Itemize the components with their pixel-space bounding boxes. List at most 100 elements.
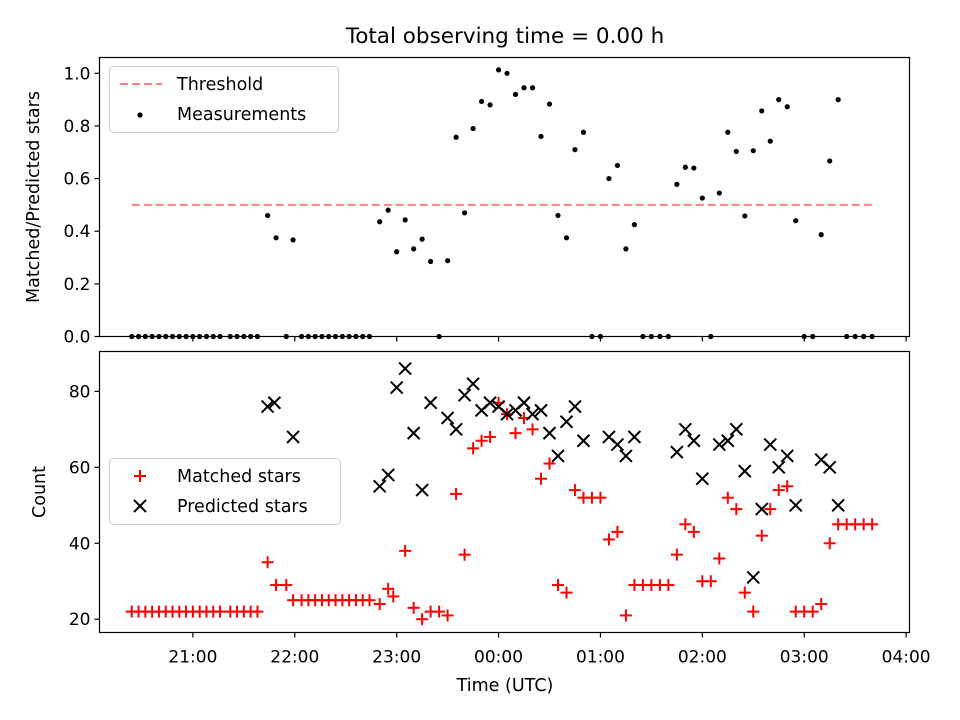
predicted-star-point [687,434,701,448]
predicted-star-point [381,468,395,482]
count-y-tick-label: 20 [69,610,91,630]
matched-star-point [551,579,564,592]
matched-star-point [382,582,395,595]
ratio-y-tick-label: 0.0 [63,328,90,348]
matched-star-point [433,605,446,618]
predicted-star-point [755,502,769,516]
matched-star-point [738,586,751,599]
matched-star-point [509,427,522,440]
count-panel-y-ticks: 20 40 60 80 [69,382,100,630]
matched-star-point [764,503,777,516]
measurement-point [377,219,383,225]
matched-star-point [526,423,539,436]
ratio-panel-x-ticks [192,336,907,342]
matched-star-point [450,487,463,500]
measurement-point [631,222,638,228]
matched-star-point [772,484,785,497]
predicted-star-point [831,498,845,512]
count-panel-frame [98,350,911,634]
matched-star-point [560,586,573,599]
measurement-point [572,147,578,153]
measurement-point [394,249,400,255]
matched-star-point [543,457,556,470]
measurement-point [759,108,765,114]
predicted-star-point [780,449,794,463]
measurement-point [504,70,510,76]
matched-star-point [214,605,227,618]
x-tick-label: 00:00 [474,648,523,668]
measurement-point [290,237,296,243]
matched-star-point [713,552,726,565]
predicted-star-point [678,422,693,437]
ratio-panel-legend: Threshold Measurements [109,66,339,133]
predicted-star-point [260,399,275,414]
measurement-point [419,236,425,242]
matched-star-point [363,594,376,607]
predicted-star-point [483,396,497,410]
threshold-legend-label: Threshold [176,75,263,95]
measurement-point [699,195,705,201]
measurement-point [818,232,824,238]
count-panel-legend: Matched stars Predicted stars [109,458,341,525]
matched-star-point [823,537,836,550]
predicted-stars-legend-label: Predicted stars [177,497,308,517]
predicted-star-point [415,483,429,497]
predicted-star-point [559,415,574,429]
matched-star-point [730,503,743,516]
measurement-point [273,235,279,241]
matched-star-point [721,491,734,504]
measurement-point [529,85,536,91]
predicted-star-point [627,430,642,444]
predicted-star-point [721,434,735,448]
predicted-star-point [440,411,455,425]
predicted-star-point [542,426,557,440]
measurement-point [461,210,468,216]
measurement-point [411,246,417,252]
x-tick-label: 21:00 [168,648,217,668]
ratio-panel-legend-box [109,66,339,133]
predicted-star-point [746,570,760,585]
measurement-point [445,258,451,264]
measurement-point [784,104,790,110]
measurement-point [580,129,587,135]
measurement-point [546,101,553,107]
measurement-point [402,217,408,223]
predicted-star-point [610,437,625,452]
measurement-point [385,207,391,213]
predicted-stars-legend-swatch [133,499,147,513]
matched-star-point [866,518,879,531]
matched-star-point [467,442,480,455]
predicted-star-point [738,464,752,478]
x-tick-label: 23:00 [372,648,421,668]
ratio-panel-marks [129,67,876,340]
ratio-panel-y-label: Matched/Predicted stars [24,91,44,303]
measurement-point [453,134,459,140]
predicted-star-point [670,445,684,459]
matched-star-point [387,590,400,603]
matched-star-point [670,548,683,561]
matched-star-point [270,579,283,592]
matched-star-point [441,609,454,622]
predicted-star-point [568,399,582,414]
predicted-star-point [789,498,803,512]
x-tick-label: 22:00 [270,648,319,668]
measurement-point [538,133,544,140]
matched-star-point [687,525,700,538]
predicted-star-point [423,396,438,410]
measurements-legend-label: Measurements [177,105,306,125]
measurement-point [623,246,629,252]
count-panel-marks [125,361,879,626]
matched-star-point [535,472,548,485]
measurement-point [265,212,271,219]
measurement-point [793,218,799,224]
matched-star-point [475,434,488,447]
matched-star-point [373,598,386,611]
matched-star-point [280,579,293,592]
ratio-panel-frame [98,56,911,338]
predicted-star-point [457,388,472,402]
measurement-point [478,98,485,105]
matched-star-point [399,544,412,557]
count-panel: 20 40 60 80 21:00 22:00 23:00 00:00 01:00 02:00 0… [30,350,931,696]
predicted-star-point [466,377,480,391]
predicted-star-point [517,396,531,410]
